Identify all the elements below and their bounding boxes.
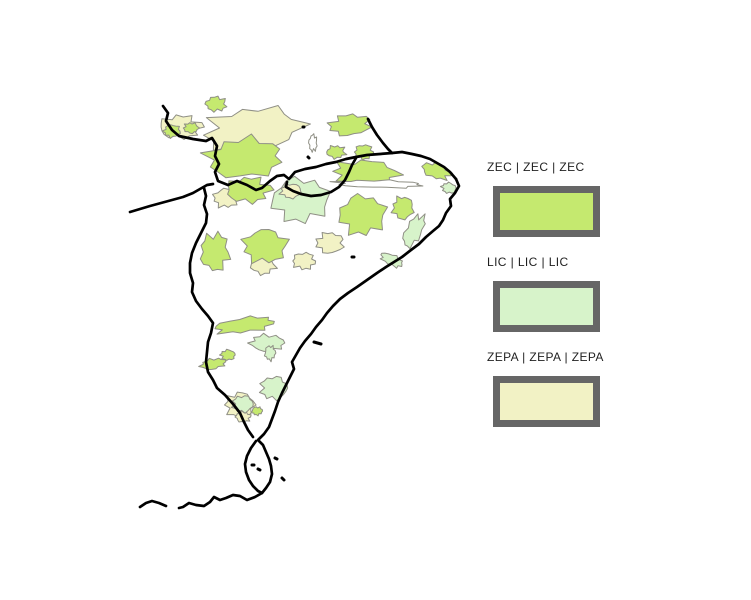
map-patch-outline	[329, 179, 424, 189]
map-patch-zec	[250, 406, 264, 417]
map-patch-zec	[198, 357, 227, 371]
map-patch-zec	[326, 113, 373, 137]
map-patch-zec	[199, 230, 232, 272]
map-island	[280, 476, 286, 482]
map-patch-zepa	[315, 232, 345, 254]
map-patch-zepa	[203, 105, 311, 153]
map-patch-zepa	[278, 183, 303, 200]
map-patch-zec	[227, 176, 275, 205]
map-patch-lic	[439, 181, 457, 194]
map-patch-zec	[214, 315, 275, 335]
map-patch-zepa	[292, 251, 317, 271]
map-patch-lic	[402, 213, 426, 250]
map-boundary	[188, 186, 255, 439]
map-patch-lic	[379, 252, 403, 269]
map-island	[273, 456, 279, 461]
map-patch-zec	[182, 122, 201, 135]
map-island	[312, 340, 323, 346]
map-island	[256, 467, 262, 472]
map-patch-zec	[219, 348, 236, 361]
map-boundary	[366, 117, 394, 155]
map-boundary	[284, 156, 358, 198]
map-patch-zec	[240, 229, 290, 265]
map-patch-zec	[338, 193, 389, 236]
map-boundary	[128, 182, 215, 214]
map-boundary	[161, 104, 458, 192]
map-patch-zec	[199, 133, 283, 179]
map-patch-outline	[308, 133, 318, 153]
map-patch-zec	[390, 195, 415, 221]
map-patch-zec	[326, 145, 348, 160]
map-boundary	[243, 439, 264, 495]
map-patch-lic	[263, 344, 277, 363]
map-boundary	[138, 499, 168, 509]
map-boundary	[177, 177, 461, 510]
map-island	[306, 155, 311, 160]
map-patch-lic	[270, 175, 331, 225]
map-patch-zec	[204, 95, 228, 113]
